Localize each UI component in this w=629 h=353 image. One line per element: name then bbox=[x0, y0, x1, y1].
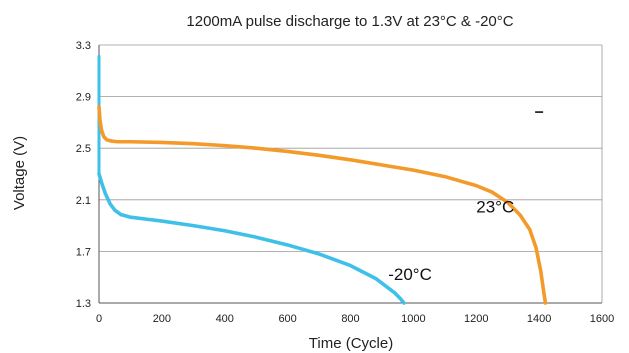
x-tick-label: 800 bbox=[341, 313, 359, 325]
y-tick-label: 2.5 bbox=[76, 143, 91, 155]
y-tick-label: 2.1 bbox=[76, 195, 91, 207]
series-lines bbox=[97, 55, 548, 305]
series-line bbox=[97, 105, 548, 305]
x-tick-label: 1200 bbox=[464, 313, 488, 325]
y-tick-label: 1.7 bbox=[76, 246, 91, 258]
x-tick-label: 400 bbox=[216, 313, 234, 325]
grid bbox=[99, 96, 602, 252]
x-tick-label: 1600 bbox=[590, 313, 614, 325]
x-tick-label: 600 bbox=[278, 313, 296, 325]
series-line bbox=[97, 172, 406, 305]
chart-title: 1200mA pulse discharge to 1.3V at 23°C &… bbox=[186, 13, 513, 30]
series-labels: 23°C -20°C bbox=[388, 111, 544, 284]
x-tick-label: 1000 bbox=[401, 313, 425, 325]
y-axis-label: Voltage (V) bbox=[11, 136, 28, 210]
x-tick-label: 1400 bbox=[527, 313, 551, 325]
y-tick-label: 1.3 bbox=[76, 298, 91, 310]
x-tick-label: 200 bbox=[153, 313, 171, 325]
series-label: 23°C bbox=[476, 198, 514, 217]
x-axis-label: Time (Cycle) bbox=[309, 335, 393, 352]
y-tick-label: 2.9 bbox=[76, 92, 91, 104]
x-tick-label: 0 bbox=[96, 313, 102, 325]
series-label: -20°C bbox=[388, 265, 432, 284]
x-axis-ticks: 0 200 400 600 800 1000 1200 1400 1600 bbox=[96, 313, 614, 325]
y-tick-label: 3.3 bbox=[76, 40, 91, 52]
y-axis-ticks: 1.3 1.7 2.1 2.5 2.9 3.3 bbox=[76, 40, 91, 310]
